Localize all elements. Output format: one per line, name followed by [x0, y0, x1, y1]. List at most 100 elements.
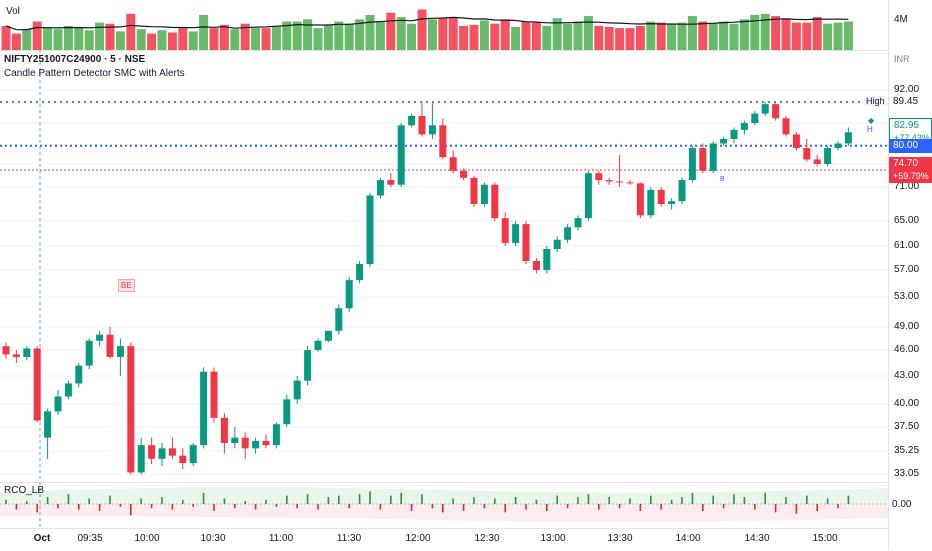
candle[interactable]: [428, 103, 436, 139]
indicator-name[interactable]: Candle Pattern Detector SMC with Alerts: [4, 68, 185, 79]
candle[interactable]: [668, 198, 676, 210]
candle[interactable]: [772, 103, 780, 121]
candle[interactable]: [688, 145, 696, 183]
candle[interactable]: [200, 367, 208, 449]
candle[interactable]: [792, 132, 800, 151]
candle[interactable]: [543, 246, 551, 274]
h-marker[interactable]: H: [867, 125, 873, 134]
candle[interactable]: [647, 187, 655, 219]
candle[interactable]: [709, 141, 717, 174]
candle[interactable]: [220, 413, 228, 454]
candle[interactable]: [314, 338, 322, 352]
candle[interactable]: [460, 168, 468, 181]
volume-pane[interactable]: Vol: [0, 0, 888, 50]
candle[interactable]: [387, 173, 395, 187]
candle[interactable]: [75, 363, 83, 388]
candle[interactable]: [408, 113, 416, 128]
candle[interactable]: [595, 170, 603, 185]
candle[interactable]: [272, 422, 280, 449]
price-axis[interactable]: [888, 0, 932, 550]
candle[interactable]: [356, 261, 364, 284]
candle[interactable]: [813, 154, 821, 167]
candle[interactable]: [397, 123, 405, 187]
oscillator-pane[interactable]: RCO_LB: [0, 482, 888, 528]
candle[interactable]: [418, 102, 426, 137]
candle[interactable]: [12, 350, 20, 363]
time-axis[interactable]: [0, 528, 888, 551]
candle[interactable]: [616, 154, 624, 187]
candle[interactable]: [376, 177, 384, 199]
candle[interactable]: [262, 434, 270, 449]
candle[interactable]: [491, 182, 499, 221]
candle[interactable]: [345, 276, 353, 312]
candle[interactable]: [252, 437, 260, 454]
high-tag: High: [864, 96, 887, 107]
oscillator-label[interactable]: RCO_LB: [4, 485, 45, 496]
candle[interactable]: [532, 258, 540, 274]
candle[interactable]: [751, 111, 759, 126]
candle[interactable]: [626, 180, 634, 185]
candle[interactable]: [158, 443, 166, 467]
candle[interactable]: [304, 346, 312, 386]
candle[interactable]: [553, 236, 561, 252]
candle[interactable]: [761, 102, 769, 116]
candle[interactable]: [116, 338, 124, 377]
candle[interactable]: [96, 330, 104, 347]
candle[interactable]: [127, 342, 135, 475]
candle[interactable]: [605, 177, 613, 185]
candle[interactable]: [574, 215, 582, 231]
candle[interactable]: [584, 170, 592, 221]
candle[interactable]: [512, 221, 520, 246]
symbol-title[interactable]: NIFTY251007C24900 · 5 · NSE: [4, 54, 146, 65]
candle[interactable]: [824, 145, 832, 167]
candle[interactable]: [803, 138, 811, 162]
candle[interactable]: [33, 346, 41, 423]
candle[interactable]: [564, 224, 572, 243]
candle[interactable]: [168, 437, 176, 459]
currency-label[interactable]: INR: [894, 54, 910, 64]
candle[interactable]: [44, 408, 52, 459]
candle[interactable]: [730, 127, 738, 144]
candle[interactable]: [699, 143, 707, 174]
candle[interactable]: [678, 177, 686, 204]
candle[interactable]: [106, 327, 114, 359]
candle[interactable]: [844, 127, 852, 146]
candle[interactable]: [210, 367, 218, 423]
candle[interactable]: [439, 118, 447, 160]
price-pane[interactable]: NIFTY251007C24900 · 5 · NSE Candle Patte…: [0, 50, 888, 482]
candle[interactable]: [179, 448, 187, 470]
candle[interactable]: [470, 175, 478, 207]
candle[interactable]: [2, 342, 10, 359]
candle[interactable]: [449, 150, 457, 174]
candle[interactable]: [720, 136, 728, 146]
candle[interactable]: [501, 212, 509, 247]
candle[interactable]: [324, 330, 332, 343]
candle[interactable]: [189, 443, 197, 467]
candle[interactable]: [148, 437, 156, 465]
candle[interactable]: [335, 304, 343, 335]
candle[interactable]: [85, 338, 93, 370]
candle[interactable]: [657, 187, 665, 207]
pane-separator[interactable]: [0, 50, 888, 51]
candle[interactable]: [366, 192, 374, 267]
candle[interactable]: [834, 141, 842, 151]
candle[interactable]: [241, 432, 249, 459]
candle-body: [751, 113, 759, 123]
candle[interactable]: [283, 394, 291, 427]
b-marker[interactable]: B: [720, 176, 725, 183]
candle[interactable]: [480, 182, 488, 207]
candle[interactable]: [54, 390, 62, 416]
candle[interactable]: [636, 182, 644, 219]
bearish-engulf-marker[interactable]: BE: [118, 279, 135, 292]
candle[interactable]: [782, 115, 790, 137]
candle[interactable]: [23, 346, 31, 361]
candle[interactable]: [231, 427, 239, 449]
candle[interactable]: [64, 380, 72, 400]
candle[interactable]: [137, 437, 145, 475]
candle[interactable]: [293, 376, 301, 404]
level-red-label: 74.70 +59.79%: [889, 156, 932, 183]
candle[interactable]: [740, 120, 748, 135]
candle[interactable]: [522, 221, 530, 264]
pane-separator[interactable]: [0, 482, 888, 483]
candlestick-chart[interactable]: [0, 50, 888, 482]
